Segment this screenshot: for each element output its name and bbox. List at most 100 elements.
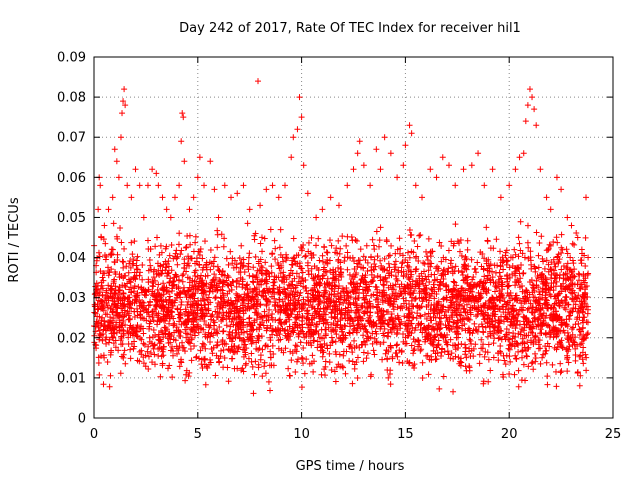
data-point xyxy=(300,345,307,352)
data-point xyxy=(168,241,175,248)
data-point xyxy=(347,294,354,301)
data-point xyxy=(309,352,316,359)
data-point xyxy=(529,359,536,366)
data-point xyxy=(353,304,360,311)
data-point xyxy=(279,325,286,332)
data-point xyxy=(343,242,350,249)
data-point xyxy=(506,182,513,189)
data-point xyxy=(580,314,587,321)
data-point xyxy=(577,341,584,348)
data-point xyxy=(147,299,154,306)
data-point xyxy=(577,372,584,379)
data-point xyxy=(512,325,519,332)
data-point xyxy=(427,293,434,300)
data-point xyxy=(328,314,335,321)
data-point xyxy=(290,134,297,141)
data-point xyxy=(235,345,242,352)
data-point xyxy=(434,263,441,270)
data-point xyxy=(121,86,128,93)
data-point xyxy=(157,263,164,270)
data-point xyxy=(211,319,218,326)
data-point xyxy=(131,308,138,315)
data-point xyxy=(274,302,281,309)
data-point xyxy=(485,356,492,363)
data-point xyxy=(536,240,543,247)
data-point xyxy=(144,348,151,355)
data-point xyxy=(393,342,400,349)
data-point xyxy=(399,252,406,259)
data-point xyxy=(118,353,125,360)
data-point xyxy=(490,330,497,337)
data-point xyxy=(271,237,278,244)
data-point xyxy=(165,365,172,372)
data-point xyxy=(514,311,521,318)
data-point xyxy=(270,279,277,286)
data-point xyxy=(503,247,510,254)
data-point xyxy=(220,243,227,250)
data-point xyxy=(313,309,320,316)
data-point xyxy=(571,241,578,248)
data-point xyxy=(186,206,193,213)
data-point xyxy=(270,282,277,289)
data-point xyxy=(304,190,311,197)
data-point xyxy=(502,361,509,368)
data-point xyxy=(364,350,371,357)
data-point xyxy=(205,294,212,301)
data-point xyxy=(391,261,398,268)
data-point xyxy=(208,330,215,337)
data-point xyxy=(550,280,557,287)
data-point xyxy=(452,182,459,189)
data-point xyxy=(340,364,347,371)
data-point xyxy=(506,346,513,353)
data-point xyxy=(192,273,199,280)
data-point xyxy=(445,351,452,358)
data-point xyxy=(154,286,161,293)
data-point xyxy=(174,305,181,312)
data-point xyxy=(493,236,500,243)
data-point xyxy=(313,214,320,221)
data-point xyxy=(300,162,307,169)
data-point xyxy=(211,254,218,261)
data-point xyxy=(379,356,386,363)
data-point xyxy=(455,354,462,361)
data-point xyxy=(400,331,407,338)
data-point xyxy=(545,305,552,312)
data-point xyxy=(215,267,222,274)
data-point xyxy=(117,370,124,377)
data-point xyxy=(564,368,571,375)
data-point xyxy=(529,94,536,101)
data-point xyxy=(150,279,157,286)
data-point xyxy=(371,351,378,358)
data-point xyxy=(125,269,132,276)
data-point xyxy=(543,347,550,354)
data-point xyxy=(539,255,546,262)
data-point xyxy=(259,373,266,380)
data-point xyxy=(373,284,380,291)
data-point xyxy=(147,262,154,269)
data-point xyxy=(440,296,447,303)
data-point xyxy=(537,360,544,367)
data-point xyxy=(558,186,565,193)
data-point xyxy=(99,291,106,298)
data-point xyxy=(131,282,138,289)
data-point xyxy=(107,314,114,321)
data-point xyxy=(145,343,152,350)
data-point xyxy=(150,274,157,281)
data-point xyxy=(574,369,581,376)
data-point xyxy=(229,329,236,336)
data-point xyxy=(212,295,219,302)
data-point xyxy=(386,252,393,259)
data-point xyxy=(257,352,264,359)
data-point xyxy=(166,252,173,259)
data-point xyxy=(578,246,585,253)
data-point xyxy=(327,194,334,201)
data-point xyxy=(153,170,160,177)
data-point xyxy=(124,308,131,315)
data-point xyxy=(535,264,542,271)
data-point xyxy=(207,356,214,363)
data-point xyxy=(187,331,194,338)
data-point xyxy=(159,362,166,369)
data-point xyxy=(517,275,524,282)
data-point xyxy=(507,358,514,365)
